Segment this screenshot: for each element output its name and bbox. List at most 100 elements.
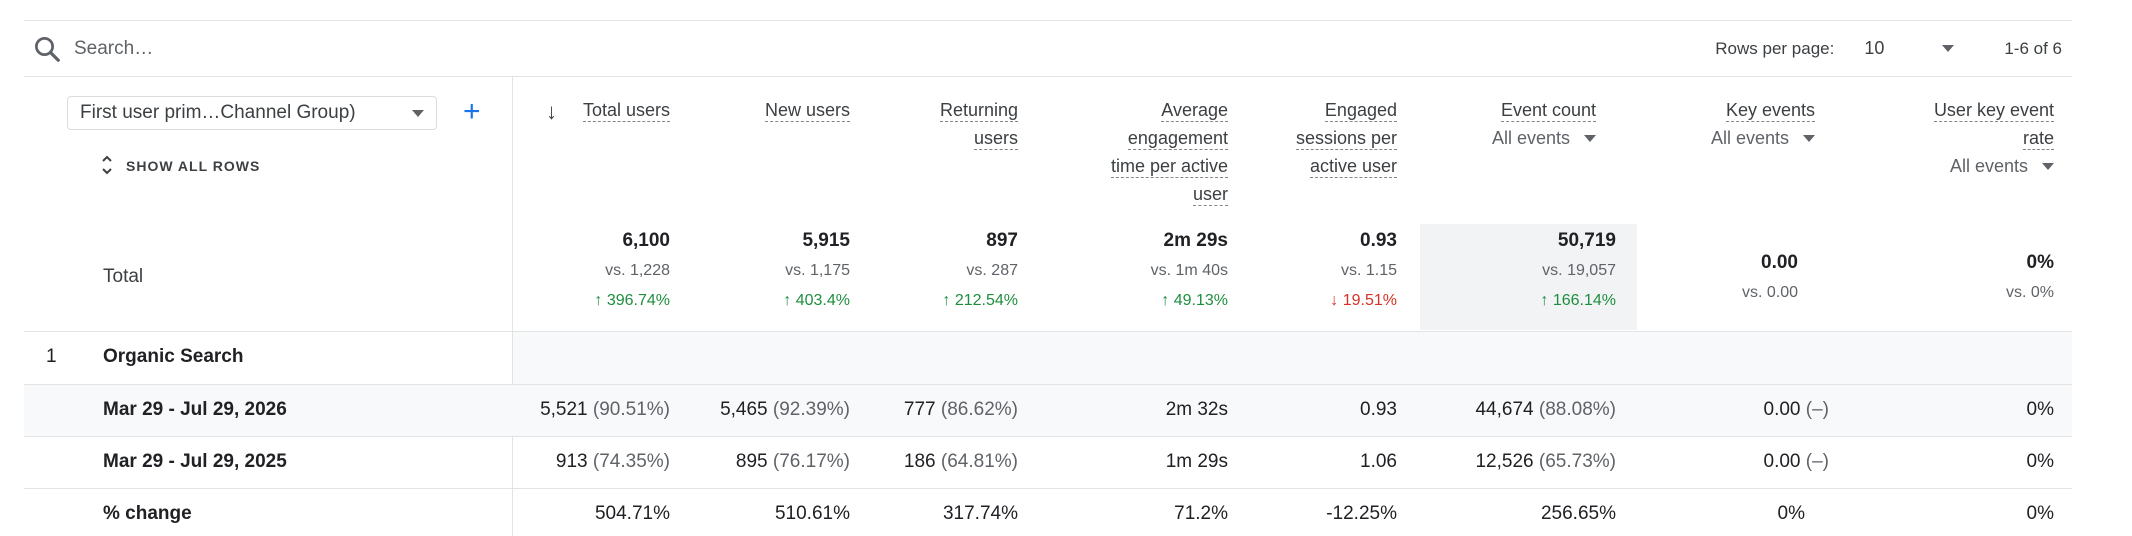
pagination: Rows per page: 10 1-6 of 6 (1715, 21, 2072, 76)
cell-percent: (92.39%) (772, 399, 850, 420)
table-cell: 504.71% (594, 503, 670, 524)
total-comparison: vs. 287 (966, 262, 1018, 279)
rows-per-page-value: 10 (1864, 38, 1885, 58)
table-cell: 913 (74.35%) (556, 451, 670, 473)
total-cell-user-key-event-rate: 0% vs. 0% (2006, 248, 2054, 308)
show-all-rows-button[interactable]: SHOW ALL ROWS (126, 158, 261, 174)
column-header-event-count[interactable]: Event count All events (1492, 96, 1596, 152)
table-cell: 0.00 (–) (1764, 451, 1830, 473)
column-label: rate (2022, 128, 2054, 150)
column-label: Event count (1500, 100, 1596, 122)
table-cell: 1m 29s (1165, 451, 1228, 472)
column-label: New users (764, 100, 850, 122)
total-change: ↑ 396.74% (594, 292, 670, 309)
event-filter-select[interactable]: All events (1934, 152, 2054, 180)
event-filter-label: All events (1491, 128, 1570, 148)
column-header-key-events[interactable]: Key events All events (1711, 96, 1815, 152)
column-label: user (1192, 184, 1228, 206)
event-filter-select[interactable]: All events (1711, 124, 1815, 152)
total-comparison: vs. 1,175 (785, 262, 850, 279)
cell-percent: (–) (1805, 399, 1829, 420)
row-divider (24, 384, 2072, 385)
dimension-select-label: First user prim…Channel Group) (80, 102, 356, 123)
table-cell: 1.06 (1360, 451, 1397, 472)
table-cell: 5,465 (92.39%) (720, 399, 850, 421)
caret-down-icon (1803, 134, 1815, 142)
table-cell: 44,674 (88.08%) (1475, 399, 1616, 421)
search-input[interactable] (74, 37, 774, 60)
cell-percent: (64.81%) (940, 451, 1018, 472)
column-label: Returning (939, 100, 1018, 122)
column-header-engaged-sessions[interactable]: Engaged sessions per active user (1295, 96, 1397, 180)
divider (24, 76, 2072, 77)
group-index: 1 (46, 346, 57, 367)
event-filter-label: All events (1949, 156, 2028, 176)
row-divider (24, 488, 2072, 489)
cell-percent: (76.17%) (772, 451, 850, 472)
total-value: 50,719 (1557, 230, 1616, 251)
column-label: users (973, 128, 1018, 150)
cell-value: 5,465 (720, 399, 768, 420)
cell-percent: (65.73%) (1538, 451, 1616, 472)
cell-percent: (86.62%) (940, 399, 1018, 420)
cell-value: 5,521 (540, 399, 588, 420)
event-filter-label: All events (1710, 128, 1789, 148)
table-cell: -12.25% (1326, 503, 1397, 524)
event-filter-select[interactable]: All events (1492, 124, 1596, 152)
divider (24, 20, 2072, 21)
column-header-total-users[interactable]: Total users (582, 96, 670, 124)
group-name[interactable]: Organic Search (103, 346, 244, 367)
table-cell: 12,526 (65.73%) (1475, 451, 1616, 473)
row-label: Mar 29 - Jul 29, 2025 (103, 451, 287, 472)
total-value: 0.93 (1360, 230, 1397, 251)
column-label: sessions per (1295, 128, 1397, 150)
sort-descending-icon[interactable]: ↓ (546, 99, 557, 124)
table-cell: 777 (86.62%) (904, 399, 1018, 421)
add-dimension-icon[interactable]: + (463, 95, 481, 128)
cell-value: 44,674 (1475, 399, 1534, 420)
expand-collapse-icon[interactable] (100, 152, 114, 178)
row-divider (24, 331, 2072, 332)
table-cell: 0% (2026, 451, 2054, 472)
caret-down-icon (2042, 162, 2054, 170)
table-cell: 895 (76.17%) (736, 451, 850, 473)
group-row-background (513, 332, 2072, 384)
total-value: 897 (986, 230, 1018, 251)
total-comparison: vs. 0.00 (1741, 284, 1798, 301)
total-cell-key-events: 0.00 vs. 0.00 (1742, 248, 1798, 308)
table-cell: 0.00 (–) (1764, 399, 1830, 421)
column-label: engagement (1127, 128, 1228, 150)
table-cell: 71.2% (1174, 503, 1228, 524)
total-value: 0.00 (1761, 252, 1798, 273)
search-icon[interactable] (32, 34, 62, 64)
cell-percent: (90.51%) (592, 399, 670, 420)
total-comparison: vs. 1m 40s (1150, 262, 1228, 279)
cell-value: 913 (555, 451, 588, 472)
column-divider (512, 77, 513, 536)
table-cell: 256.65% (1540, 503, 1616, 524)
column-header-avg-engagement[interactable]: Average engagement time per active user (1110, 96, 1228, 208)
total-change: ↑ 403.4% (783, 292, 850, 309)
column-label: Engaged (1324, 100, 1397, 122)
column-label: active user (1309, 156, 1397, 178)
total-cell-avg-engagement: 2m 29s vs. 1m 40s ↑ 49.13% (1151, 226, 1228, 316)
cell-value: 0.00 (1763, 399, 1801, 420)
total-cell-engaged-sessions: 0.93 vs. 1.15 ↓ 19.51% (1330, 226, 1397, 316)
table-cell: 317.74% (942, 503, 1018, 524)
column-header-new-users[interactable]: New users (764, 96, 850, 124)
cell-value: 12,526 (1475, 451, 1534, 472)
column-header-user-key-event-rate[interactable]: User key event rate All events (1933, 96, 2054, 180)
caret-down-icon (412, 109, 424, 117)
caret-down-icon (1942, 45, 1955, 52)
column-label: Total users (582, 100, 670, 122)
rows-per-page-select[interactable]: 10 (1864, 38, 1955, 59)
cell-value: 777 (903, 399, 936, 420)
row-label: Mar 29 - Jul 29, 2026 (103, 399, 287, 420)
dimension-select[interactable]: First user prim…Channel Group) (67, 96, 437, 130)
total-cell-new-users: 5,915 vs. 1,175 ↑ 403.4% (783, 226, 850, 316)
column-label: Key events (1725, 100, 1815, 122)
table-cell: 5,521 (90.51%) (540, 399, 670, 421)
column-label: User key event (1933, 100, 2054, 122)
column-header-returning-users[interactable]: Returning users (939, 96, 1018, 152)
